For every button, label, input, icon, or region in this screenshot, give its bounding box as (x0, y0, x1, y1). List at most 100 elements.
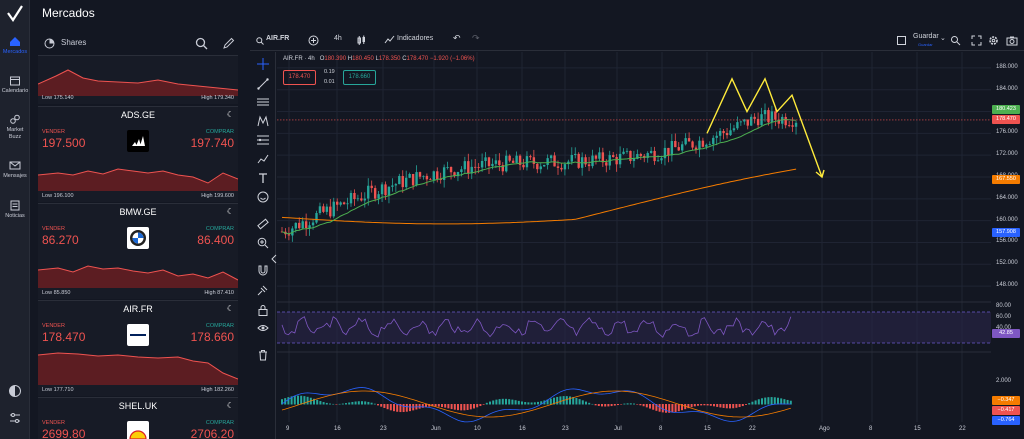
candle-body (377, 194, 380, 199)
stay-drawing-icon[interactable] (257, 284, 269, 296)
candle-body (763, 110, 767, 115)
macd-histogram-bar (335, 404, 338, 405)
candle-body (401, 176, 404, 188)
candle-body (311, 222, 315, 226)
candle-body (577, 153, 580, 168)
nav-item-market-buzz[interactable]: Market Buzz (0, 114, 30, 141)
redo-icon[interactable]: ↷ (472, 33, 480, 43)
time-tick-label: 10 (474, 426, 481, 432)
pie-chart-icon (44, 38, 55, 49)
drawing-toolbar (250, 52, 277, 439)
candle-body (384, 184, 387, 196)
gear-icon[interactable] (988, 35, 999, 46)
macd-histogram-bar (463, 404, 466, 411)
nav-item-mensajes[interactable]: Mensajes (0, 160, 30, 180)
macd-histogram-bar (421, 404, 424, 408)
nav-item-calendario[interactable]: Calendario (0, 75, 30, 95)
macd-histogram-bar (767, 397, 770, 405)
rsi-line (281, 316, 792, 338)
sell-price-button[interactable]: 2699.80 (42, 427, 86, 439)
fib-retracement-icon[interactable] (257, 134, 269, 146)
instrument-card-ads[interactable]: ADS.GE ☾ VENDER COMPRAR 197.500 197.740 … (38, 106, 238, 202)
sell-price-box[interactable]: 178.470 (283, 70, 316, 85)
pattern-xabcd-icon[interactable] (257, 115, 269, 127)
fullscreen-icon[interactable] (971, 35, 982, 46)
settings-sliders-icon[interactable] (8, 411, 22, 425)
crosshair-icon[interactable] (257, 58, 269, 70)
indicators-icon[interactable] (384, 35, 395, 46)
macd-histogram-bar (313, 398, 315, 405)
macd-histogram-bar (377, 404, 379, 406)
layout-square-icon[interactable] (897, 36, 906, 45)
macd-histogram-bar (444, 404, 447, 408)
forecast-arrow-head (815, 169, 825, 179)
save-button[interactable]: Guardar (913, 33, 939, 40)
instrument-card-bmw[interactable]: BMW.GE ☾ VENDER COMPRAR 86.270 86.400 Lo… (38, 203, 238, 299)
nav-item-mercados[interactable]: Mercados (0, 36, 30, 56)
forecast-icon[interactable] (257, 153, 269, 165)
magnet-icon[interactable] (257, 264, 269, 276)
brand-check-icon[interactable] (5, 4, 25, 24)
search-icon[interactable] (256, 37, 264, 45)
candle-body (405, 177, 408, 188)
price-tick-label: 184.000 (996, 85, 1018, 92)
instrument-card-air[interactable]: AIR.FR ☾ VENDER COMPRAR 178.470 178.660 … (38, 300, 238, 396)
low-price: Low 196.100 (42, 193, 74, 199)
sell-price-button[interactable]: 86.270 (42, 233, 79, 247)
search-icon[interactable] (195, 37, 208, 50)
macd-histogram-bar (613, 404, 616, 406)
price-tick-label: 164.000 (996, 194, 1018, 201)
trash-icon[interactable] (257, 349, 269, 361)
candle-body (508, 155, 511, 161)
buy-price-button[interactable]: 178.660 (190, 330, 234, 344)
sell-price-button[interactable]: 197.500 (42, 136, 86, 150)
macd-histogram-bar (642, 404, 645, 407)
nav-item-noticias[interactable]: Noticias (0, 200, 30, 220)
price-badge: 178.470 (992, 115, 1020, 125)
macd-histogram-bar (409, 404, 411, 412)
theme-toggle-icon[interactable] (8, 384, 22, 398)
edit-pencil-icon[interactable] (222, 37, 235, 50)
instrument-card-partial[interactable]: Low 175.140 High 179.340 (38, 55, 238, 104)
macd-histogram-bar (322, 402, 325, 405)
candle-body (449, 166, 453, 173)
indicators-button[interactable]: Indicadores (397, 35, 434, 42)
quick-search-icon[interactable] (950, 35, 961, 46)
candle-body (584, 157, 587, 165)
buy-price-box[interactable]: 178.660 (343, 70, 376, 85)
collapse-toolbar-chevron-icon[interactable] (271, 254, 277, 264)
emoji-icon[interactable] (257, 191, 269, 203)
buy-price-button[interactable]: 197.740 (190, 136, 234, 150)
eye-icon[interactable] (257, 322, 269, 334)
macd-histogram-bar (540, 401, 543, 405)
save-dropdown-chevron-icon[interactable]: ⌄ (940, 35, 946, 42)
trend-line-icon[interactable] (257, 78, 269, 90)
sell-price-button[interactable]: 178.470 (42, 330, 86, 344)
undo-icon[interactable]: ↶ (453, 33, 461, 43)
time-tick-label: 16 (519, 426, 526, 432)
lock-icon[interactable] (257, 304, 269, 316)
candle-body (622, 151, 625, 154)
price-chart[interactable] (277, 52, 991, 427)
buy-price-button[interactable]: 2706.20 (190, 427, 234, 439)
macd-histogram-bar (341, 403, 344, 405)
zoom-in-icon[interactable] (257, 237, 269, 249)
instrument-card-shel[interactable]: SHEL.UK ☾ VENDER COMPRAR 2699.80 2706.20 (38, 397, 238, 439)
candle-body (591, 155, 594, 167)
macd-histogram-bar (591, 403, 594, 405)
symbol-button[interactable]: AIR.FR (266, 35, 290, 42)
chart-grid (277, 52, 991, 422)
macd-histogram-bar (658, 404, 661, 412)
candle-body (705, 144, 708, 147)
text-tool-icon[interactable] (257, 172, 269, 184)
buy-price-button[interactable]: 86.400 (197, 233, 234, 247)
camera-icon[interactable] (1006, 35, 1018, 46)
rsi-value-badge: 42.85 (992, 329, 1020, 338)
ruler-icon[interactable] (257, 218, 269, 230)
timeframe-button[interactable]: 4h (334, 35, 342, 42)
candlestick-type-icon[interactable] (356, 35, 367, 46)
save-sublabel: Guardar (918, 42, 933, 47)
add-compare-icon[interactable] (308, 35, 319, 46)
macd-histogram-bar (332, 403, 335, 405)
horizontal-lines-icon[interactable] (257, 96, 269, 108)
